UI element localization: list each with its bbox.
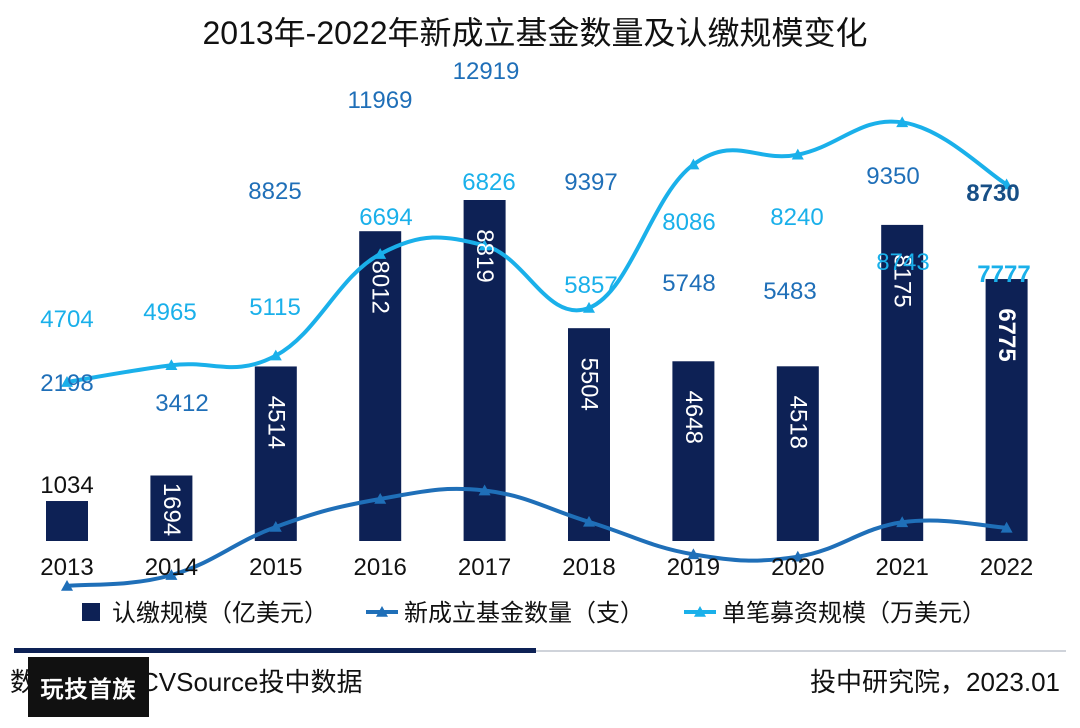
line-marker xyxy=(896,516,909,528)
series-line-avg-fund-size xyxy=(66,119,1008,385)
line-value-label: 6826 xyxy=(462,169,515,196)
line-value-label: 2198 xyxy=(40,370,93,397)
bar xyxy=(46,501,88,541)
line-value-label: 6694 xyxy=(359,204,412,231)
line-value-label: 4704 xyxy=(40,306,93,333)
bar xyxy=(672,361,715,541)
line-marker xyxy=(687,158,700,170)
legend-label: 新成立基金数量（支） xyxy=(404,600,644,627)
lines-group xyxy=(61,116,1013,591)
line-value-label: 8240 xyxy=(770,204,823,231)
line-marker xyxy=(269,520,282,532)
bar xyxy=(776,366,819,541)
bar-value-label: 1034 xyxy=(40,472,93,499)
bar xyxy=(568,328,610,541)
x-tick-label: 2015 xyxy=(249,554,302,581)
chart: 2013年-2022年新成立基金数量及认缴规模变化 1034 1694 4514 80… xyxy=(40,15,1033,627)
line-marker xyxy=(1000,521,1013,533)
legend-label: 认缴规模（亿美元） xyxy=(112,600,328,627)
line-value-label: 7777 xyxy=(977,261,1030,288)
watermark-badge: 玩技首族 xyxy=(28,657,149,717)
bar xyxy=(985,279,1028,541)
bars-group xyxy=(46,200,1028,542)
line-value-label: 5748 xyxy=(662,270,715,297)
line-marker xyxy=(165,569,178,580)
line-marker xyxy=(61,579,73,591)
bar xyxy=(881,224,924,541)
line-value-label: 9350 xyxy=(866,163,919,190)
line-value-label: 8825 xyxy=(248,178,301,205)
line-value-label: 5115 xyxy=(249,294,301,321)
x-tick-label: 2018 xyxy=(562,554,615,581)
x-tick-label: 2021 xyxy=(876,554,929,581)
line-marker xyxy=(269,349,282,361)
chart-title: 2013年-2022年新成立基金数量及认缴规模变化 xyxy=(202,15,867,51)
x-tick-label: 2020 xyxy=(771,554,824,581)
line-value-label: 8086 xyxy=(662,209,715,236)
bar-value-label: 1694 xyxy=(158,483,185,536)
x-tick-label: 2022 xyxy=(980,554,1033,581)
line-value-label: 5483 xyxy=(763,278,816,305)
line-value-label: 4965 xyxy=(143,299,196,326)
x-axis: 2013 2014 2015 2016 2017 2018 2019 2020 2021 2022 xyxy=(40,554,1033,581)
line-value-label: 12919 xyxy=(453,58,520,85)
line-value-label: 9397 xyxy=(564,169,617,196)
bar-value-label: 8175 xyxy=(889,254,916,307)
x-tick-label: 2019 xyxy=(667,554,720,581)
line-marker xyxy=(694,606,706,617)
line-marker xyxy=(791,550,804,562)
line-value-label: 8730 xyxy=(966,180,1019,207)
credit-note: 投中研究院，2023.01 xyxy=(810,667,1060,697)
line-marker xyxy=(583,515,595,527)
bar xyxy=(463,200,506,541)
line-marker xyxy=(376,606,388,617)
bar-value-label: 8819 xyxy=(471,229,498,282)
line-marker xyxy=(1000,178,1013,190)
footer-divider-light xyxy=(536,650,1066,652)
x-tick-label: 2013 xyxy=(40,554,93,581)
bar xyxy=(254,366,297,541)
bar-value-label: 4514 xyxy=(262,396,289,449)
bar xyxy=(359,231,402,542)
legend: 认缴规模（亿美元） 新成立基金数量（支） 单笔募资规模（万美元） xyxy=(82,600,986,627)
line-marker xyxy=(61,376,73,387)
line-marker xyxy=(165,359,178,371)
line-marker xyxy=(478,484,491,496)
x-tick-label: 2016 xyxy=(354,554,407,581)
bar-value-label: 8012 xyxy=(367,261,394,314)
line-value-label: 11969 xyxy=(348,87,413,114)
bar-value-label: 5504 xyxy=(576,357,603,410)
line-value-label: 5857 xyxy=(564,272,617,299)
legend-swatch-bar xyxy=(82,603,100,621)
bar xyxy=(150,475,193,541)
line-value-label: 8743 xyxy=(876,249,929,276)
line-marker xyxy=(791,148,804,160)
line-value-label: 3412 xyxy=(155,390,208,417)
line-marker xyxy=(478,239,491,251)
bar-value-label: 4648 xyxy=(680,391,707,444)
footer-divider-dark xyxy=(14,648,536,653)
legend-label: 单笔募资规模（万美元） xyxy=(722,600,986,627)
bar-value-label: 4518 xyxy=(784,396,811,449)
line-marker xyxy=(374,492,387,504)
line-marker xyxy=(374,248,387,259)
x-tick-label: 2014 xyxy=(145,554,198,581)
line-marker xyxy=(687,548,700,560)
line-marker xyxy=(896,116,909,128)
labels-group: 1034 1694 4514 8012 8819 5504 4648 4518 8175 6775… xyxy=(40,58,1030,536)
series-line-fund-count xyxy=(66,486,1007,588)
x-tick-label: 2017 xyxy=(458,554,511,581)
bar-value-label: 6775 xyxy=(993,308,1020,361)
line-marker xyxy=(583,301,595,313)
